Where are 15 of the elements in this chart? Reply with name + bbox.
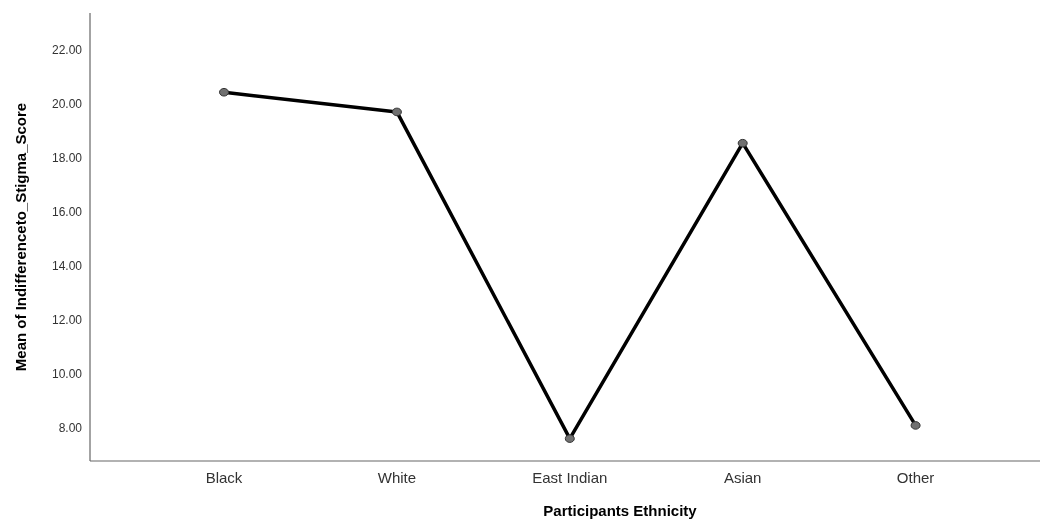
x-axis-title: Participants Ethnicity: [543, 502, 698, 519]
y-tick-label: 8.00: [58, 420, 83, 435]
y-tick-label: 20.00: [51, 97, 83, 112]
x-tick-label: Asian: [723, 469, 762, 486]
y-tick-label: 12.00: [51, 312, 83, 327]
x-tick-label: Other: [896, 469, 935, 486]
y-axis-title: Mean of Indifferenceto_Stigma_Score: [12, 102, 29, 372]
y-tick-label: 16.00: [51, 204, 83, 219]
y-tick-label: 10.00: [51, 366, 83, 381]
x-tick-label: White: [377, 469, 417, 486]
y-tick-label: 18.00: [51, 150, 83, 165]
x-tick-label: East Indian: [532, 469, 608, 486]
y-tick-label: 14.00: [51, 258, 83, 273]
y-tick-label: 22.00: [51, 43, 83, 58]
x-tick-label: Black: [205, 469, 243, 486]
